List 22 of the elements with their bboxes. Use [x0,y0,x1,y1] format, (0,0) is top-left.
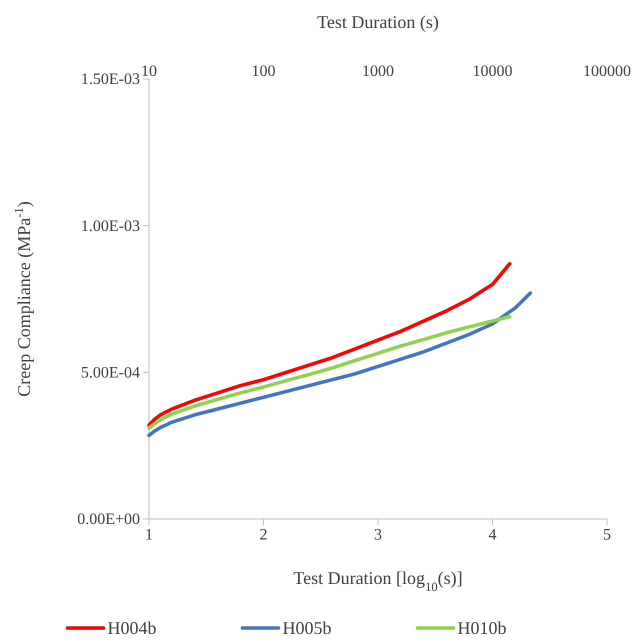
legend-label: H004b [108,618,156,638]
y-tick-label: 1.50E-03 [80,71,140,88]
x-tick-label: 3 [374,526,382,544]
line-series [147,291,532,438]
x2-axis-title: Test Duration (s) [317,12,439,32]
legend-label: H010b [458,618,506,638]
legend-label: H005b [282,618,332,638]
x2-tick-label: 100 [252,63,276,80]
x-axis-title: Test Duration [log$_{10}$(s)] [293,568,463,594]
y-tick-label: 0.00E+00 [77,511,140,528]
line-series [147,262,512,427]
x2-tick-label: 10 [141,63,157,80]
x-tick-label: 5 [603,526,611,544]
x2-tick-label: 100000 [583,63,631,80]
x-tick-label: 4 [488,526,496,544]
line-series [147,314,512,430]
x-tick-label: 1 [145,526,153,544]
x2-tick-label: 1000 [362,63,394,80]
y-tick-label: 5.00E-04 [80,364,140,382]
x2-tick-label: 10000 [472,63,512,80]
x-tick-label: 2 [260,526,268,544]
y-tick-label: 1.00E-03 [80,218,140,235]
